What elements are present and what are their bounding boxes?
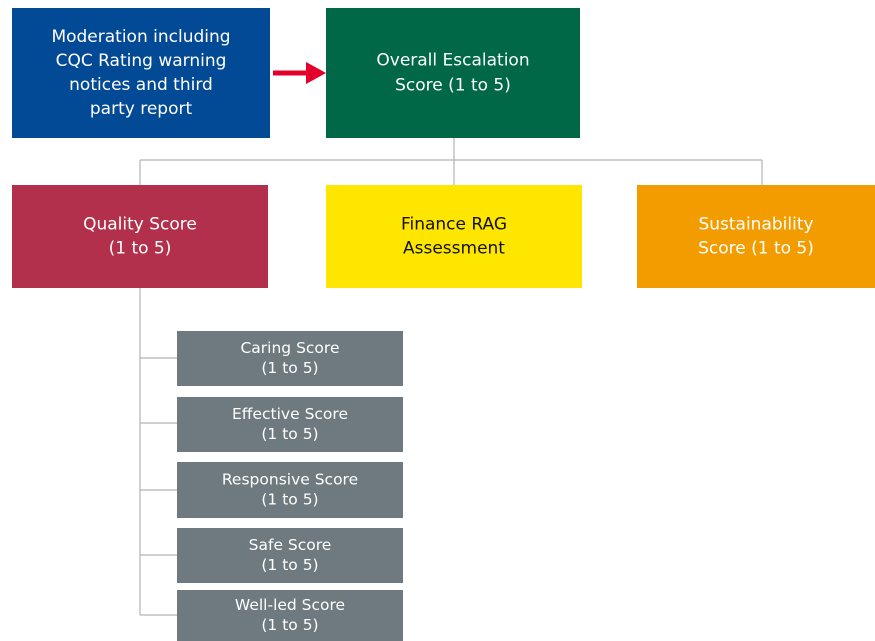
node-label: (1 to 5) xyxy=(261,359,318,377)
node-label: Score (1 to 5) xyxy=(698,239,814,259)
node-label: Caring Score xyxy=(240,339,339,357)
node-box xyxy=(177,590,403,641)
node-label: Sustainability xyxy=(698,215,813,235)
node-box xyxy=(177,397,403,452)
arrow-head xyxy=(306,62,326,84)
node-label: Effective Score xyxy=(232,405,348,423)
connector xyxy=(139,288,177,616)
node-label: (1 to 5) xyxy=(261,491,318,509)
node-box xyxy=(637,185,875,288)
node-label: Overall Escalation xyxy=(376,51,529,71)
node-label: Moderation including xyxy=(51,27,230,47)
node-label: (1 to 5) xyxy=(109,239,172,259)
node-box xyxy=(177,462,403,518)
node-label: Safe Score xyxy=(249,536,332,554)
node-box xyxy=(326,8,580,138)
node-box xyxy=(177,528,403,583)
node-label: Well-led Score xyxy=(235,596,345,614)
node-label: CQC Rating warning xyxy=(56,51,227,71)
node-label: Assessment xyxy=(403,239,505,259)
node-box xyxy=(326,185,582,288)
node-label: (1 to 5) xyxy=(261,556,318,574)
arrow xyxy=(273,62,326,84)
node-label: notices and third xyxy=(69,75,213,95)
node-label: Score (1 to 5) xyxy=(395,76,511,96)
node-label: Responsive Score xyxy=(222,471,358,489)
node-label: party report xyxy=(90,99,193,119)
connectors xyxy=(139,138,763,616)
node-label: Finance RAG xyxy=(401,215,507,235)
node-label: Quality Score xyxy=(83,215,197,235)
node-label: (1 to 5) xyxy=(261,425,318,443)
node-box xyxy=(12,8,270,138)
node-box xyxy=(12,185,268,288)
node-label: (1 to 5) xyxy=(261,616,318,634)
node-box xyxy=(177,331,403,386)
connector xyxy=(139,138,763,185)
